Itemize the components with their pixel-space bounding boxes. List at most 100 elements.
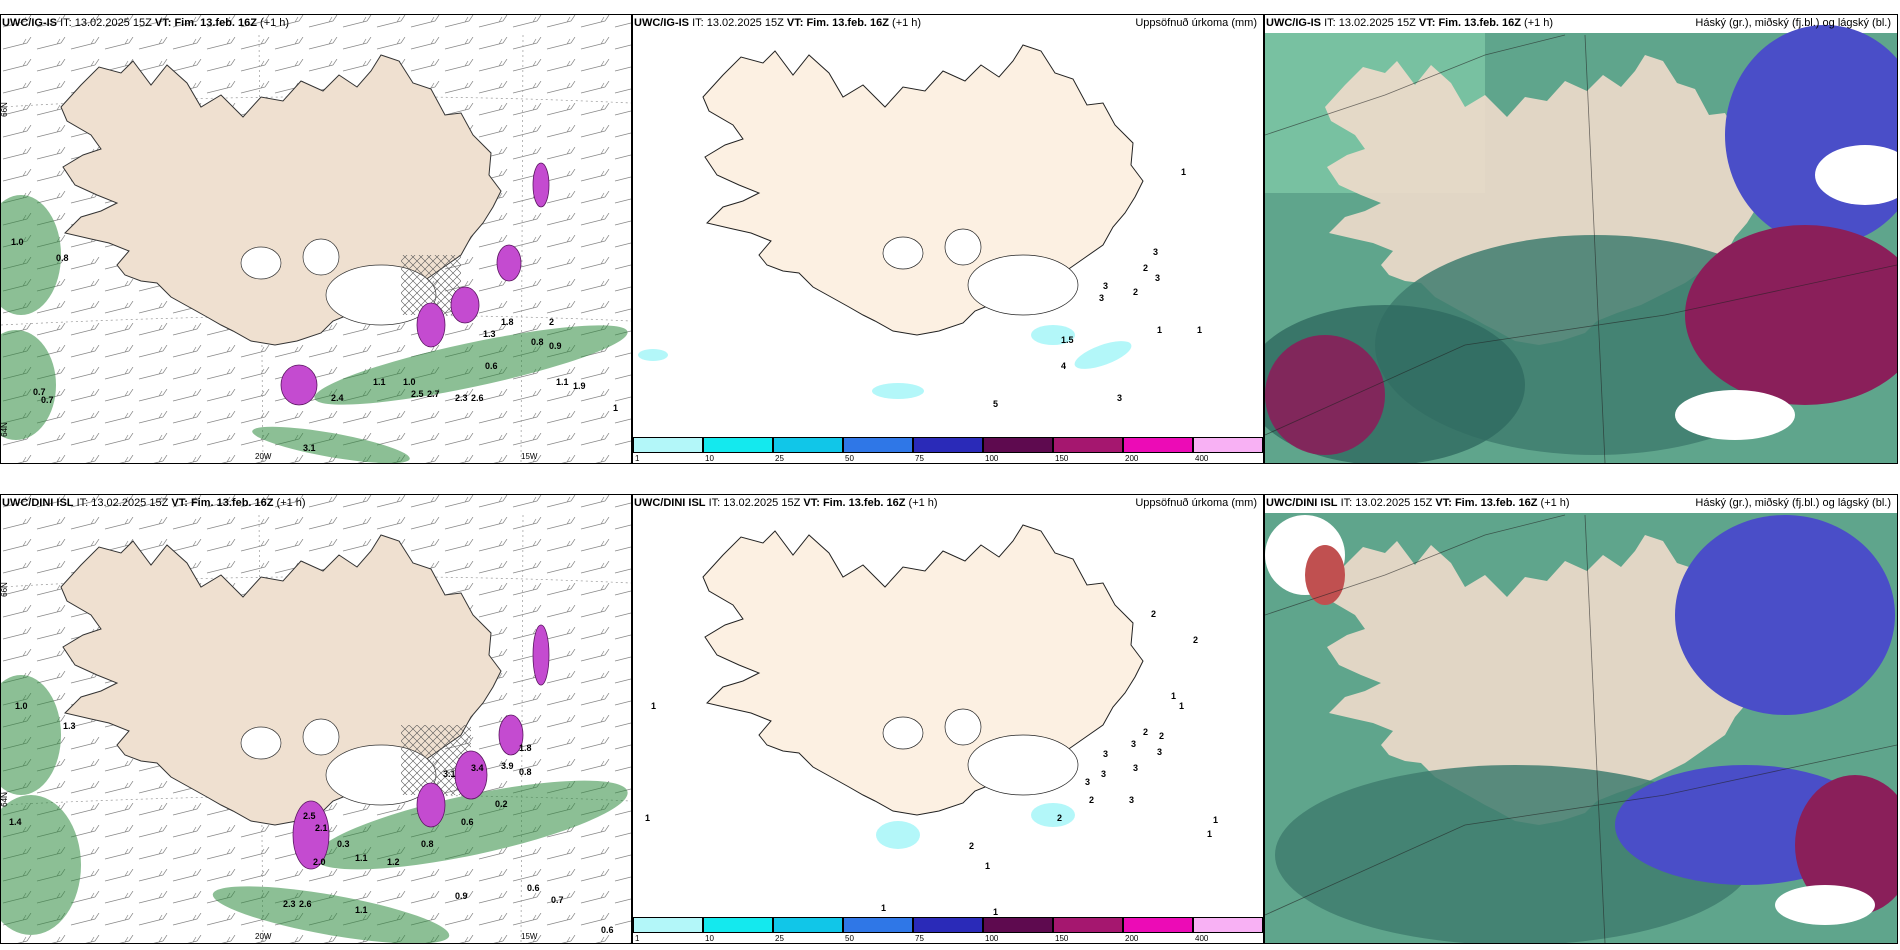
- vt-time: Fim. 13.feb. 16Z: [822, 497, 906, 509]
- colorbar-tick-label: 1: [635, 934, 640, 943]
- precip-value: 3: [1157, 747, 1163, 757]
- precip-value: 3: [1133, 763, 1139, 773]
- it-label: IT:: [60, 17, 72, 29]
- precip-value: 0.7: [41, 395, 54, 405]
- precip-value: 2.6: [299, 899, 312, 909]
- precip-value: 1.3: [63, 721, 76, 731]
- precip-value: 1: [1207, 829, 1213, 839]
- precip-value: 0.7: [551, 895, 564, 905]
- lat-label-64n: 64N: [0, 422, 9, 437]
- panel-header: UWC/DINI ISL IT: 13.02.2025 15Z VT: Fim.…: [2, 496, 629, 512]
- it-time: 13.02.2025 15Z: [1355, 497, 1433, 509]
- lead-time: (+1 h): [1524, 17, 1554, 29]
- model-name: UWC/DINI ISL: [634, 497, 706, 509]
- precip-value: 1.1: [373, 377, 386, 387]
- model-name: UWC/DINI ISL: [1266, 497, 1338, 509]
- precip-value: 3: [1103, 281, 1109, 291]
- precip-value: 1: [1181, 167, 1187, 177]
- precip-value: 3.1: [443, 769, 456, 779]
- colorbar-tick-label: 150: [1055, 454, 1069, 463]
- model-name: UWC/DINI ISL: [2, 497, 74, 509]
- lead-time: (+1 h): [892, 17, 922, 29]
- precip-value: 0.8: [56, 253, 69, 263]
- precip-value: 3: [1117, 393, 1123, 403]
- precip-value: 1.1: [355, 853, 368, 863]
- precip-value: 1.1: [355, 905, 368, 915]
- colorbar-tick-label: 25: [775, 454, 784, 463]
- model-name: UWC/IG-IS: [1266, 17, 1321, 29]
- precip-value: 1.9: [573, 381, 586, 391]
- precip-value: 1: [651, 701, 657, 711]
- vt-label: VT:: [1435, 497, 1452, 509]
- vt-time: Fim. 13.feb. 16Z: [1438, 17, 1521, 29]
- precip-value: 1.8: [519, 743, 532, 753]
- vt-time: Fim. 13.feb. 16Z: [806, 17, 889, 29]
- colorbar-tick-label: 400: [1195, 934, 1209, 943]
- precip-value: 1.8: [501, 317, 514, 327]
- precip-value: 2.1: [315, 823, 328, 833]
- precip-value: 3.4: [471, 763, 484, 773]
- precip-value: 1: [645, 813, 651, 823]
- field-title: Uppsöfnuð úrkoma (mm): [1135, 497, 1257, 509]
- precip-value: 2: [1193, 635, 1199, 645]
- precip-colorbar: 1 10 25 50 75 100 150 200 400: [633, 915, 1263, 943]
- colorbar-swatch: [633, 917, 703, 933]
- vt-label: VT:: [1418, 17, 1436, 29]
- precip-value: 0.6: [601, 925, 614, 935]
- it-time: 13.02.2025 15Z: [1338, 17, 1416, 29]
- lead-time: (+1 h): [260, 17, 290, 29]
- precip-value: 1.5: [1061, 335, 1074, 345]
- precip-value: 0.7: [33, 387, 46, 397]
- precip-value: 2.3: [455, 393, 468, 403]
- lat-label-66n: 66N: [0, 582, 9, 597]
- precip-value: 3: [1129, 795, 1135, 805]
- precip-value: 3: [1103, 749, 1109, 759]
- precip-value: 2.3: [283, 899, 296, 909]
- precip-value: 0.9: [455, 891, 468, 901]
- model-name: UWC/IG-IS: [2, 17, 57, 29]
- colorbar-tick-label: 200: [1125, 454, 1139, 463]
- it-label: IT:: [1340, 497, 1353, 509]
- panel-header: UWC/IG-IS IT: 13.02.2025 15Z VT: Fim. 13…: [634, 16, 1261, 32]
- lead-time: (+1 h): [276, 497, 306, 509]
- colorbar-tick-label: 1: [635, 454, 640, 463]
- precip-value: 3: [1099, 293, 1105, 303]
- map-canvas: [1, 15, 631, 463]
- it-label: IT:: [692, 17, 704, 29]
- colorbar-tick-label: 150: [1055, 934, 1069, 943]
- it-time: 13.02.2025 15Z: [723, 497, 801, 509]
- colorbar-tick-label: 10: [705, 934, 714, 943]
- precip-value: 1: [1197, 325, 1203, 335]
- map-canvas: [1265, 25, 1897, 463]
- panel-header: UWC/IG-IS IT: 13.02.2025 15Z VT: Fim. 13…: [2, 16, 629, 32]
- colorbar-tick-label: 75: [915, 454, 924, 463]
- precip-value: 0.2: [495, 799, 508, 809]
- precip-value: 5: [993, 399, 999, 409]
- map-canvas: [1265, 513, 1897, 943]
- colorbar-tick-label: 100: [985, 454, 999, 463]
- panel-dini-clouds: UWC/DINI ISL IT: 13.02.2025 15Z VT: Fim.…: [1264, 494, 1898, 944]
- it-label: IT:: [76, 497, 89, 509]
- colorbar-swatch: [843, 917, 913, 933]
- colorbar-swatch: [703, 917, 773, 933]
- precip-value: 1: [1171, 691, 1177, 701]
- precip-value: 2.5: [303, 811, 316, 821]
- precip-value: 1.0: [403, 377, 416, 387]
- colorbar-tick-label: 50: [845, 454, 854, 463]
- panel-dini-accumulated-precip: UWC/DINI ISL IT: 13.02.2025 15Z VT: Fim.…: [632, 494, 1264, 944]
- lead-time: (+1 h): [1540, 497, 1570, 509]
- it-label: IT:: [1324, 17, 1336, 29]
- colorbar-swatch: [913, 437, 983, 453]
- it-time: 13.02.2025 15Z: [74, 17, 152, 29]
- vt-time: Fim. 13.feb. 16Z: [190, 497, 274, 509]
- precip-value: 0.8: [421, 839, 434, 849]
- lon-label-20w: 20W: [255, 452, 272, 461]
- precip-value: 2: [1089, 795, 1095, 805]
- panel-dini-precip-wind: UWC/DINI ISL IT: 13.02.2025 15Z VT: Fim.…: [0, 494, 632, 944]
- precip-value: 2.6: [471, 393, 484, 403]
- panel-header: UWC/DINI ISL IT: 13.02.2025 15Z VT: Fim.…: [1266, 496, 1895, 512]
- vt-label: VT:: [803, 497, 820, 509]
- precip-colorbar: 1 10 25 50 75 100 150 200 400: [633, 435, 1263, 463]
- panel-header: UWC/IG-IS IT: 13.02.2025 15Z VT: Fim. 13…: [1266, 16, 1895, 32]
- lat-label-66n: 66N: [0, 102, 9, 117]
